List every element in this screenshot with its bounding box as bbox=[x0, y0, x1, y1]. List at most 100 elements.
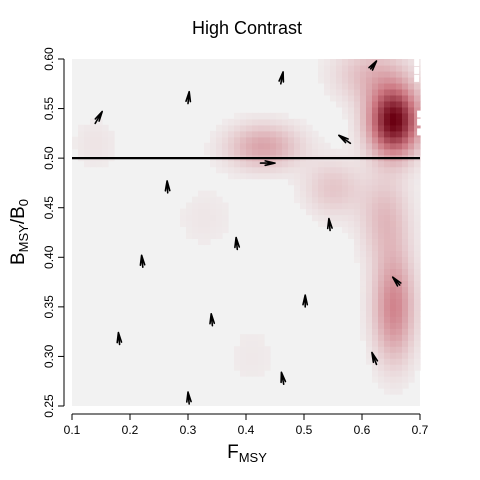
heatmap-cell bbox=[414, 364, 421, 371]
heatmap-cell bbox=[402, 112, 409, 120]
heatmap-cell bbox=[270, 142, 277, 150]
heatmap-cell bbox=[384, 382, 391, 389]
heatmap-cell bbox=[270, 112, 277, 120]
heatmap-cell bbox=[390, 142, 397, 150]
heatmap-cell bbox=[354, 64, 361, 72]
heatmap-cell bbox=[96, 136, 103, 144]
heatmap-cell bbox=[246, 370, 253, 377]
heatmap-cell bbox=[336, 59, 343, 66]
heatmap-cell bbox=[312, 190, 319, 198]
heatmap-cell bbox=[372, 142, 379, 150]
heatmap-cell bbox=[78, 136, 85, 144]
heatmap-cell bbox=[306, 148, 313, 156]
heatmap-cell bbox=[108, 130, 115, 138]
heatmap-cell bbox=[264, 352, 271, 359]
heatmap-cell bbox=[366, 280, 373, 287]
heatmap-cell bbox=[294, 178, 301, 186]
heatmap-cell bbox=[390, 148, 397, 156]
heatmap-cell bbox=[414, 286, 421, 293]
heatmap-cell bbox=[264, 142, 271, 150]
heatmap-cell bbox=[192, 202, 199, 210]
heatmap-cell bbox=[378, 142, 385, 150]
heatmap-cell bbox=[360, 280, 367, 287]
heatmap-cell bbox=[348, 100, 355, 108]
heatmap-cell bbox=[306, 130, 313, 138]
heatmap-cell bbox=[384, 262, 391, 269]
heatmap-cell bbox=[384, 94, 391, 102]
heatmap-cell bbox=[312, 130, 319, 138]
heatmap-cell bbox=[372, 112, 379, 120]
heatmap-cell bbox=[390, 262, 397, 269]
heatmap-cell bbox=[234, 124, 241, 132]
heatmap-cell bbox=[390, 112, 397, 120]
heatmap-cell bbox=[228, 136, 235, 144]
heatmap-cell bbox=[336, 172, 343, 180]
heatmap-cell bbox=[390, 286, 397, 293]
heatmap-cell bbox=[390, 298, 397, 305]
heatmap-cell bbox=[354, 124, 361, 132]
heatmap-cell bbox=[78, 124, 85, 132]
heatmap-cell bbox=[384, 352, 391, 359]
heatmap-cell bbox=[390, 220, 397, 228]
heatmap-cell bbox=[396, 88, 403, 96]
heatmap-cell bbox=[396, 376, 403, 383]
heatmap-cell bbox=[384, 64, 391, 72]
heatmap-cell bbox=[366, 118, 373, 126]
x-axis-title-subscript: MSY bbox=[239, 450, 268, 465]
heatmap-cell bbox=[282, 118, 289, 126]
heatmap-cell bbox=[402, 382, 409, 389]
heatmap-cell bbox=[402, 364, 409, 371]
heatmap-cell bbox=[366, 196, 373, 204]
heatmap-cell bbox=[354, 220, 361, 228]
heatmap-cell bbox=[402, 244, 409, 252]
heatmap-cell bbox=[390, 250, 397, 258]
heatmap-cell bbox=[402, 196, 409, 204]
heatmap-cell bbox=[408, 328, 415, 335]
heatmap-cell bbox=[378, 370, 385, 377]
heatmap-cell bbox=[366, 274, 373, 281]
heatmap-cell bbox=[384, 148, 391, 156]
heatmap-cell bbox=[390, 172, 397, 180]
heatmap-cell bbox=[396, 94, 403, 102]
heatmap-cell bbox=[360, 274, 367, 281]
heatmap-cell bbox=[402, 88, 409, 96]
heatmap-cell bbox=[204, 220, 211, 228]
heatmap-cell bbox=[330, 190, 337, 198]
heatmap-cell bbox=[408, 298, 415, 305]
vector-arrow bbox=[371, 351, 379, 366]
heatmap-cell bbox=[414, 88, 421, 96]
heatmap-cell bbox=[330, 94, 337, 102]
heatmap-cell bbox=[402, 226, 409, 234]
heatmap-cell bbox=[390, 364, 397, 371]
heatmap-cell bbox=[360, 178, 367, 186]
heatmap-cell bbox=[240, 118, 247, 126]
heatmap-cell bbox=[312, 148, 319, 156]
heatmap-cell bbox=[390, 106, 397, 114]
heatmap-cell bbox=[270, 124, 277, 132]
heatmap-cell bbox=[258, 352, 265, 359]
heatmap-cell bbox=[354, 88, 361, 96]
heatmap-cell bbox=[372, 238, 379, 246]
heatmap-cell bbox=[402, 160, 409, 168]
heatmap-cell bbox=[216, 148, 223, 156]
heatmap-cell bbox=[378, 346, 385, 353]
heatmap-cell bbox=[336, 166, 343, 174]
heatmap-cell bbox=[360, 220, 367, 228]
heatmap-cell bbox=[366, 286, 373, 293]
heatmap-cell bbox=[366, 142, 373, 150]
heatmap-cell bbox=[366, 88, 373, 96]
heatmap-cell bbox=[408, 100, 415, 108]
heatmap-cell bbox=[324, 214, 331, 222]
heatmap-cell bbox=[96, 118, 103, 126]
heatmap-cell bbox=[384, 340, 391, 347]
heatmap-cell bbox=[408, 334, 415, 341]
heatmap-cell bbox=[312, 178, 319, 186]
heatmap-cell bbox=[390, 136, 397, 144]
heatmap-cell bbox=[264, 112, 271, 120]
heatmap-cell bbox=[246, 118, 253, 126]
heatmap-cell bbox=[258, 136, 265, 144]
heatmap-cell bbox=[330, 166, 337, 174]
heatmap-cell bbox=[210, 214, 217, 222]
heatmap-cell bbox=[402, 346, 409, 353]
heatmap-cell bbox=[390, 160, 397, 168]
